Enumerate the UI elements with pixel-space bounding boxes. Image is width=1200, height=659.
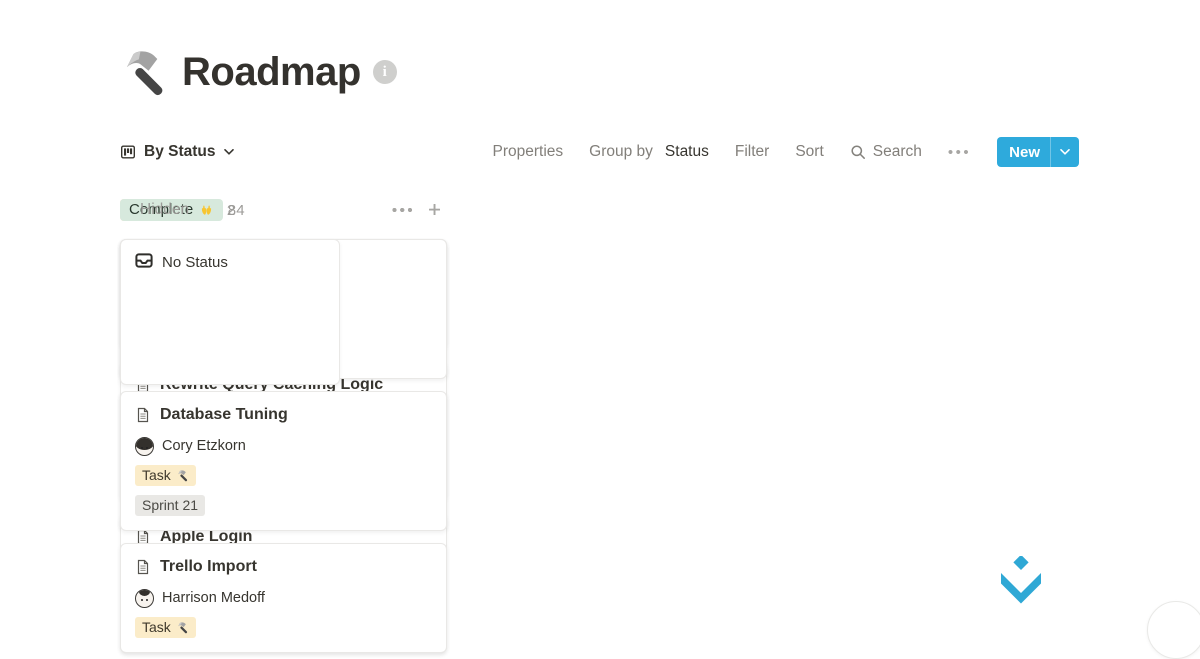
hammer-icon [118,46,170,98]
avatar [135,436,154,456]
group-by-button[interactable]: Group by Status [589,143,709,161]
chevron-down-icon [224,149,234,155]
filter-button[interactable]: Filter [734,143,770,160]
watermark-logo [997,556,1045,610]
properties-button[interactable]: Properties [492,143,564,160]
new-dropdown-button[interactable] [1051,137,1079,167]
search-icon [850,144,866,160]
card-database-tuning[interactable]: Database Tuning Cory Etzkorn Task Sprint… [120,391,447,531]
info-icon[interactable]: i [372,60,397,84]
hidden-columns-label[interactable]: Hidden [140,201,190,218]
page-title: Roadmap [182,49,361,94]
doc-icon [135,407,151,423]
assignee: Harrison Medoff [135,588,265,608]
status-badge[interactable]: Complete [120,199,224,221]
tag-task: Task [135,465,196,486]
new-button[interactable]: New [997,137,1079,167]
inbox-icon [135,253,153,268]
group-by-value: Status [664,143,709,160]
column-menu-button[interactable]: ••• [391,201,416,219]
hidden-columns-area: Hidden No Status [120,197,350,385]
card-count: 8 [227,201,237,219]
column-add-button[interactable]: + [428,197,441,222]
new-button-divider [1050,137,1051,167]
tag-sprint: Sprint 21 [135,495,206,516]
board-view-icon [120,144,136,160]
column-menu-button[interactable]: ••• [391,201,416,219]
view-switcher[interactable]: By Status [120,143,234,161]
column-add-button[interactable]: + [428,197,441,222]
assignee-name: Harrison Medoff [162,590,265,606]
hidden-group-label: No Status [162,254,228,271]
card-trello-import[interactable]: Trello Import Harrison Medoff Task [120,543,447,653]
column-add-button[interactable]: + [428,197,441,222]
search-button[interactable]: Search [850,143,922,161]
help-button[interactable] [1147,601,1200,659]
more-options-button[interactable]: ••• [947,143,972,161]
search-label: Search [872,143,922,160]
sort-button[interactable]: Sort [795,143,824,160]
chevron-down-icon [1060,149,1070,155]
view-name: By Status [144,143,216,160]
doc-icon [135,559,151,575]
card-count: 2 [226,201,236,219]
group-by-label: Group by [589,143,653,160]
card-title: Trello Import [160,558,257,575]
column-menu-button[interactable]: ••• [391,201,416,219]
assignee-name: Cory Etzkorn [162,438,246,454]
card-title: Database Tuning [160,406,288,423]
toolbar: By Status Properties Group by Status Filt… [120,136,1079,168]
assignee: Cory Etzkorn [135,436,246,456]
card-title: Apple Login [160,528,253,545]
card-count: 4 [236,201,245,219]
hammer-icon [176,469,189,482]
avatar [135,588,154,608]
card-no-status[interactable]: No Status [120,239,340,385]
page-header: Roadmap i [118,46,397,98]
new-button-label: New [1009,143,1040,161]
column-header: Complete 4 ••• + [120,197,447,223]
